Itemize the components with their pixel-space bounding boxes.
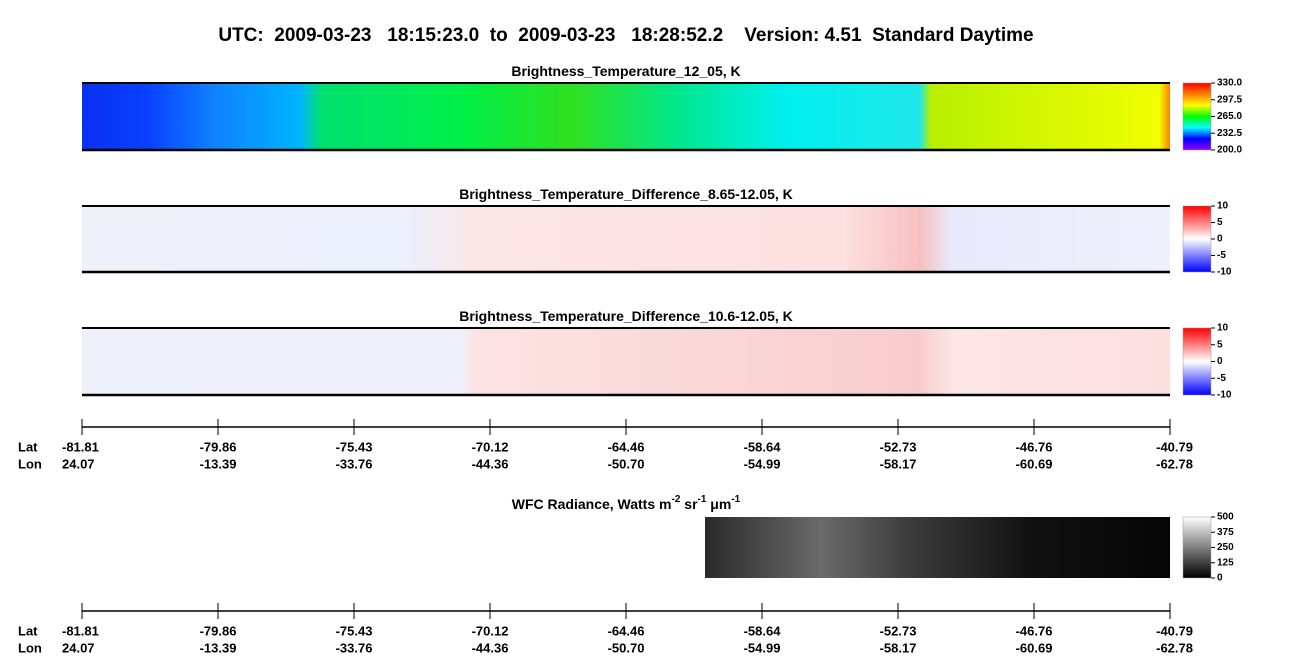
colorbar-tick-label: 330.0	[1217, 78, 1242, 89]
title-part: WFC Radiance, Watts m	[512, 496, 672, 512]
lon-tick-label: -50.70	[608, 456, 645, 471]
colorbar-tick-label: 265.0	[1217, 111, 1242, 122]
title-part: Brightness_Temperature_12_05, K	[511, 63, 740, 79]
lat-tick-label: -52.73	[880, 623, 917, 638]
colorbar-tick-label: 0	[1217, 573, 1223, 584]
lat-label: Lat	[18, 623, 38, 638]
panel-title: Brightness_Temperature_12_05, K	[511, 63, 740, 79]
panel-title: Brightness_Temperature_Difference_8.65-1…	[459, 186, 793, 202]
lat-tick-label: -75.43	[336, 439, 373, 454]
title-part: Brightness_Temperature_Difference_8.65-1…	[459, 186, 793, 202]
lat-tick-label: -79.86	[200, 439, 237, 454]
colorbar	[1182, 205, 1212, 273]
image	[82, 83, 1170, 150]
lon-tick-label: -50.70	[608, 640, 645, 655]
title-part: μm	[706, 496, 731, 512]
colorbar-tick-label: 125	[1217, 557, 1234, 568]
colorbar-tick-label: 5	[1217, 217, 1223, 228]
lon-tick-label: -33.76	[336, 456, 373, 471]
lat-tick-label: -46.76	[1016, 439, 1053, 454]
lon-tick-label: -60.69	[1016, 640, 1053, 655]
lon-tick-label: -33.76	[336, 640, 373, 655]
lat-tick-label: -81.81	[62, 623, 99, 638]
lon-tick-label: -58.17	[880, 456, 917, 471]
lat-tick-label: -40.79	[1156, 439, 1193, 454]
lon-label: Lon	[18, 640, 42, 655]
lon-tick-label: -54.99	[744, 456, 781, 471]
colorbar-tick-label: 250	[1217, 542, 1234, 553]
lon-tick-label: -60.69	[1016, 456, 1053, 471]
title-part: Brightness_Temperature_Difference_10.6-1…	[459, 308, 793, 324]
colorbar-tick-label: -5	[1217, 373, 1226, 384]
lat-tick-label: -64.46	[608, 623, 645, 638]
colorbar-tick-label: 0	[1217, 356, 1223, 367]
colorbar	[1182, 82, 1212, 151]
colorbar-tick-label: 10	[1217, 323, 1229, 334]
lon-tick-label: -44.36	[472, 456, 509, 471]
colorbar-tick-label: 0	[1217, 234, 1223, 245]
colorbar-tick-label: -5	[1217, 250, 1226, 261]
colorbar	[1182, 516, 1212, 579]
lat-tick-label: -40.79	[1156, 623, 1193, 638]
lat-tick-label: -58.64	[744, 439, 782, 454]
lat-tick-label: -70.12	[472, 623, 509, 638]
title-part: sr	[680, 496, 698, 512]
lon-tick-label: 24.07	[62, 640, 95, 655]
lat-tick-label: -64.46	[608, 439, 645, 454]
colorbar-tick-label: -10	[1217, 267, 1232, 278]
lat-tick-label: -52.73	[880, 439, 917, 454]
lat-tick-label: -46.76	[1016, 623, 1053, 638]
colorbar-tick-label: 375	[1217, 527, 1234, 538]
lon-tick-label: -13.39	[200, 456, 237, 471]
lon-tick-label: -54.99	[744, 640, 781, 655]
image	[82, 206, 1170, 272]
lon-label: Lon	[18, 456, 42, 471]
lon-tick-label: -62.78	[1156, 640, 1193, 655]
colorbar-tick-label: 5	[1217, 339, 1223, 350]
title-superscript: -1	[731, 494, 740, 505]
colorbar-tick-label: 297.5	[1217, 94, 1242, 105]
lat-tick-label: -79.86	[200, 623, 237, 638]
colorbar-tick-label: 500	[1217, 512, 1234, 523]
title-superscript: -1	[698, 494, 707, 505]
lat-tick-label: -81.81	[62, 439, 99, 454]
image	[705, 517, 1170, 578]
lon-tick-label: -58.17	[880, 640, 917, 655]
panel-title: WFC Radiance, Watts m-2 sr-1 μm-1	[512, 494, 741, 512]
lon-tick-label: -44.36	[472, 640, 509, 655]
lat-tick-label: -75.43	[336, 623, 373, 638]
title-superscript: -2	[671, 494, 680, 505]
lon-tick-label: -13.39	[200, 640, 237, 655]
colorbar-tick-label: 200.0	[1217, 145, 1242, 156]
colorbar	[1182, 327, 1212, 396]
lat-label: Lat	[18, 439, 38, 454]
lat-tick-label: -70.12	[472, 439, 509, 454]
image	[82, 328, 1170, 395]
colorbar-tick-label: 232.5	[1217, 128, 1242, 139]
panel-title: Brightness_Temperature_Difference_10.6-1…	[459, 308, 793, 324]
colorbar-tick-label: -10	[1217, 390, 1232, 401]
lon-tick-label: 24.07	[62, 456, 95, 471]
page-title: UTC: 2009-03-23 18:15:23.0 to 2009-03-23…	[218, 25, 1033, 46]
lon-tick-label: -62.78	[1156, 456, 1193, 471]
lat-tick-label: -58.64	[744, 623, 782, 638]
colorbar-tick-label: 10	[1217, 201, 1229, 212]
